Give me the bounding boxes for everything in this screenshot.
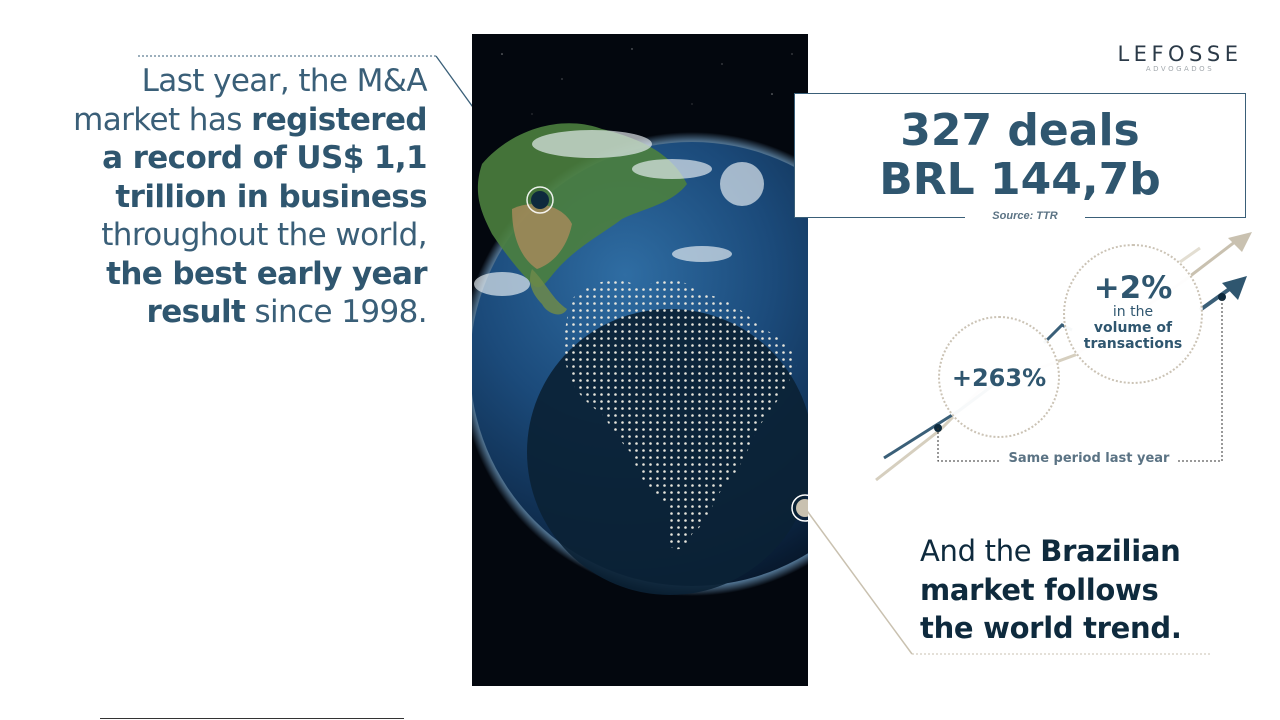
left-line-2b: registered <box>251 101 428 138</box>
logo-name: LEFOSSE <box>1117 42 1243 66</box>
deals-count: 327 deals <box>900 105 1140 156</box>
left-line-5: throughout the world, <box>101 217 427 253</box>
left-line-7a: result <box>146 294 246 330</box>
comparison-label: Same period last year <box>1000 451 1178 466</box>
volume-caption-1: in the <box>1112 304 1154 320</box>
logo: LEFOSSE ADVOGADOS <box>1105 42 1255 73</box>
growth-circle: +263% <box>938 316 1060 438</box>
volume-caption-3: transactions <box>1083 336 1183 352</box>
left-line-1: Last year, the M&A <box>141 63 428 99</box>
left-line-3: a record of US$ 1,1 <box>102 140 428 176</box>
right-line-1a: And the <box>920 534 1041 568</box>
growth-value: +263% <box>951 364 1047 392</box>
left-statement: Last year, the M&A market has registered… <box>60 62 427 332</box>
left-line-6: the best early year <box>106 255 427 292</box>
deals-source: Source: TTR <box>965 210 1085 222</box>
right-line-3: the world trend. <box>920 611 1182 645</box>
left-line-7b: since 1998. <box>245 294 427 330</box>
volume-circle: +2% in the volume of transactions <box>1063 244 1203 384</box>
right-statement: And the Brazilian market follows the wor… <box>920 532 1220 648</box>
footer-rule <box>100 718 404 719</box>
brazil-dotted-map <box>564 279 797 550</box>
deals-box: 327 deals BRL 144,7b <box>794 93 1246 218</box>
deals-value: BRL 144,7b <box>879 154 1161 205</box>
left-line-2a: market has <box>73 101 252 138</box>
earth-globe-image <box>472 34 808 686</box>
volume-caption-2: volume of <box>1093 320 1173 336</box>
volume-value: +2% <box>1093 270 1173 306</box>
right-line-1b: Brazilian <box>1040 534 1181 568</box>
left-line-4: trillion in business <box>115 178 427 215</box>
logo-subtitle: ADVOGADOS <box>1145 65 1215 73</box>
right-line-2: market follows <box>920 572 1159 607</box>
